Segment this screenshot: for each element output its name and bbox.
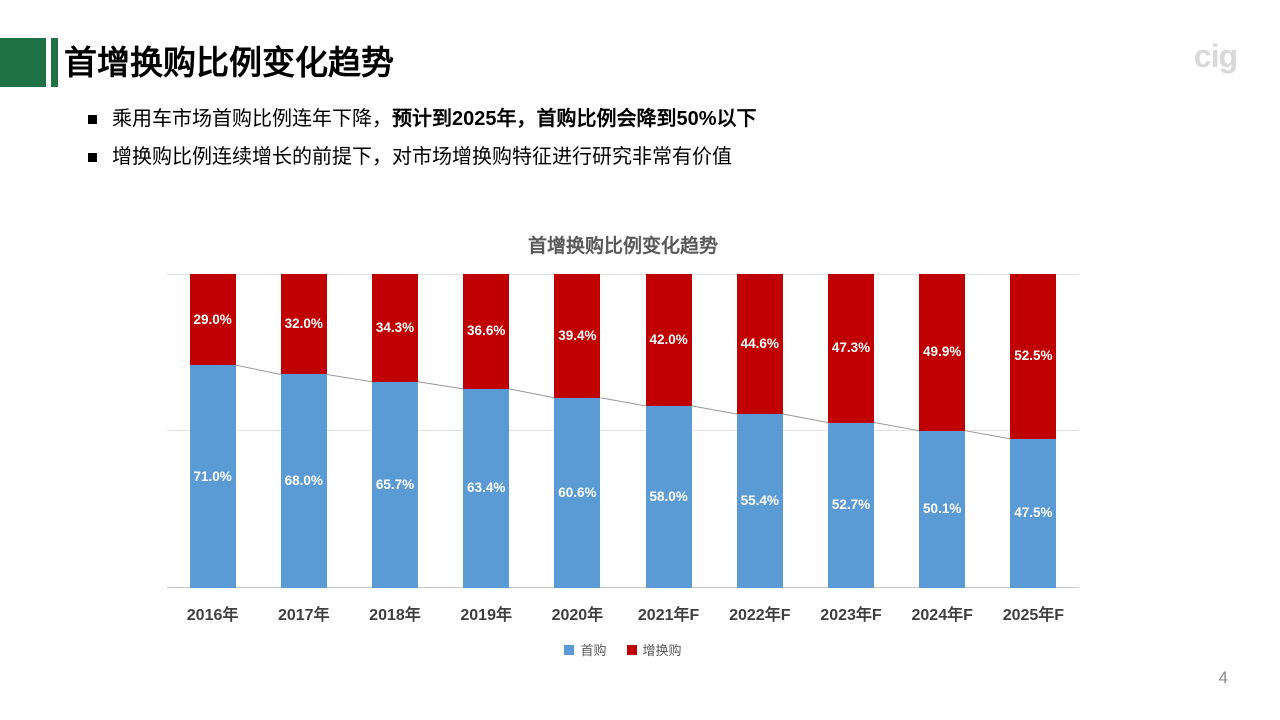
legend-label-trade-up: 增换购: [642, 643, 682, 658]
x-axis-line: [167, 587, 1079, 588]
value-label-trade-up-2020年: 39.4%: [558, 327, 597, 343]
bullet-text-2: 增换购比例连续增长的前提下，对市场增换购特征进行研究非常有价值: [112, 144, 732, 170]
value-label-first-purchase-2020年: 60.6%: [558, 484, 597, 500]
chart-plot-area: 29.0% 71.0% 32.0% 68.0% 34.3% 65.7% 36.6% 63.4%…: [167, 274, 1079, 588]
value-label-trade-up-2021年F: 42.0%: [649, 331, 688, 347]
value-label-first-purchase-2018年: 65.7%: [375, 476, 415, 492]
x-axis-label-2019年: 2019年: [460, 607, 512, 624]
value-label-trade-up-2018年: 34.3%: [375, 319, 415, 335]
value-label-trade-up-2025年F: 52.5%: [1014, 348, 1053, 364]
bar-segment-trade-up-2025年F: [1010, 274, 1057, 439]
bar-segment-first-purchase-2023年F: [828, 422, 874, 588]
bar-segment-trade-up-2016年: [189, 274, 236, 366]
value-label-first-purchase-2016年: 71.0%: [193, 468, 232, 484]
bullet-square-icon: [88, 115, 97, 124]
legend-item-trade-up: 增换购: [626, 640, 682, 659]
bar-segment-first-purchase-2016年: [189, 365, 236, 588]
value-label-trade-up-2017年: 32.0%: [284, 316, 323, 332]
x-axis-label-2021年F: 2021年F: [637, 607, 700, 624]
bar-segment-trade-up-2022年F: [736, 274, 783, 415]
bullet-list: 乘用车市场首购比例连年下降，预计到2025年，首购比例会降到50%以下 增换购比…: [88, 106, 1188, 182]
bullet-1-normal: 乘用车市场首购比例连年下降，: [112, 108, 392, 130]
bullet-item-2: 增换购比例连续增长的前提下，对市场增换购特征进行研究非常有价值: [88, 144, 1188, 170]
legend-label-first-purchase: 首购: [580, 643, 607, 658]
bar-segment-trade-up-2019年: [463, 274, 510, 389]
value-label-first-purchase-2021年F: 58.0%: [649, 488, 688, 504]
gridline-100-percent: [167, 274, 1079, 275]
header-accent-block: [0, 38, 46, 87]
x-axis-label-2018年: 2018年: [369, 607, 421, 624]
bar-segment-first-purchase-2024年F: [919, 430, 966, 588]
x-axis-label-2023年F: 2023年F: [820, 607, 882, 624]
x-axis-label-2022年F: 2022年F: [729, 607, 791, 624]
bar-segment-trade-up-2023年F: [828, 274, 874, 423]
value-label-first-purchase-2024年F: 50.1%: [923, 501, 962, 517]
bullet-square-icon: [88, 153, 97, 162]
cig-logo: cig: [1193, 38, 1238, 74]
bullet-2-normal: 增换购比例连续增长的前提下，对市场增换购特征进行研究非常有价值: [112, 146, 732, 168]
bar-segment-first-purchase-2021年F: [645, 405, 692, 588]
value-label-first-purchase-2025年F: 47.5%: [1014, 505, 1053, 521]
x-axis-label-2020年: 2020年: [551, 607, 604, 624]
page-number: 4: [1218, 668, 1228, 687]
value-label-trade-up-2022年F: 44.6%: [740, 336, 779, 352]
x-axis-label-2017年: 2017年: [277, 607, 330, 624]
header-accent-bar: [51, 38, 58, 87]
value-label-first-purchase-2022年F: 55.4%: [740, 493, 779, 509]
bar-segment-first-purchase-2020年: [554, 397, 601, 588]
bar-segment-trade-up-2024年F: [919, 274, 966, 431]
x-axis-label-2024年F: 2024年F: [911, 607, 973, 624]
bullet-text-1: 乘用车市场首购比例连年下降，预计到2025年，首购比例会降到50%以下: [112, 106, 757, 132]
value-label-first-purchase-2023年F: 52.7%: [831, 497, 871, 513]
bar-segment-first-purchase-2017年: [280, 374, 327, 588]
legend-swatch-trade-up: [626, 644, 637, 655]
bar-segment-first-purchase-2022年F: [736, 414, 783, 588]
x-axis-labels: 2016年 2017年 2018年 2019年 2020年 2021年F 2022年F 202…: [167, 601, 1079, 624]
value-label-trade-up-2019年: 36.6%: [467, 323, 506, 339]
bullet-item-1: 乘用车市场首购比例连年下降，预计到2025年，首购比例会降到50%以下: [88, 106, 1188, 132]
bar-segment-trade-up-2017年: [280, 274, 327, 375]
chart-legend: 首购 增换购: [167, 640, 1079, 659]
bar-segment-first-purchase-2019年: [463, 388, 510, 588]
chart-title: 首增换购比例变化趋势: [527, 236, 718, 257]
bar-segment-first-purchase-2025年F: [1010, 438, 1057, 588]
legend-item-first-purchase: 首购: [564, 640, 607, 659]
value-label-trade-up-2023年F: 47.3%: [831, 340, 871, 356]
bullet-1-bold: 预计到2025年，首购比例会降到50%以下: [392, 108, 757, 130]
value-label-trade-up-2016年: 29.0%: [193, 311, 232, 327]
value-label-trade-up-2024年F: 49.9%: [923, 344, 962, 360]
bar-segment-trade-up-2021年F: [645, 274, 692, 406]
bar-segment-first-purchase-2018年: [372, 381, 418, 588]
value-label-first-purchase-2017年: 68.0%: [284, 473, 323, 489]
value-label-first-purchase-2019年: 63.4%: [467, 480, 506, 496]
x-axis-label-2025年F: 2025年F: [1002, 607, 1065, 624]
bar-segment-trade-up-2018年: [372, 274, 418, 382]
bar-segment-trade-up-2020年: [554, 274, 601, 398]
legend-swatch-first-purchase: [564, 644, 575, 655]
page-title: 首增换购比例变化趋势: [64, 44, 394, 81]
gridline-50-percent: [167, 430, 1079, 431]
x-axis-label-2016年: 2016年: [186, 607, 239, 624]
